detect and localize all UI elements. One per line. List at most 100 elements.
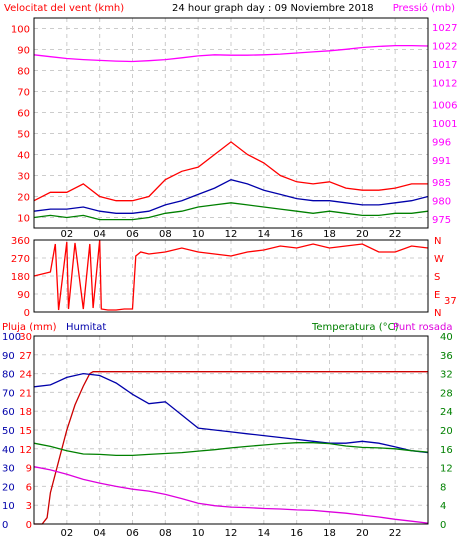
direction-y-tick-label: 360 bbox=[11, 236, 30, 247]
series-line-1 bbox=[33, 141, 428, 202]
rain-y-tick-label: 30 bbox=[19, 332, 32, 343]
humidity-y-tick-label: 50 bbox=[2, 426, 15, 437]
rain-y-tick-label: 24 bbox=[19, 370, 32, 381]
compass-tick-label: E bbox=[434, 290, 440, 301]
humidity-y-tick-label: 0 bbox=[2, 520, 8, 531]
x-tick-label: 18 bbox=[323, 229, 336, 240]
pressure-y-tick-label: 1022 bbox=[432, 42, 457, 53]
x-tick-label: 16 bbox=[290, 528, 303, 539]
pressure-y-tick-label: 1012 bbox=[432, 78, 457, 89]
x-tick-label: 08 bbox=[159, 528, 172, 539]
direction-panel-frame bbox=[33, 239, 429, 313]
pressure-y-tick-label: 1017 bbox=[432, 60, 457, 71]
rain-y-tick-label: 9 bbox=[26, 464, 32, 475]
humidity-y-tick-label: 70 bbox=[2, 388, 15, 399]
rain-y-tick-label: 15 bbox=[19, 426, 32, 437]
wind-panel-frame bbox=[33, 17, 429, 229]
pressure-axis-title: Pressió (mb) bbox=[393, 2, 455, 14]
humidity-y-tick-label: 40 bbox=[2, 445, 15, 456]
direction-y-tick-label: 180 bbox=[11, 272, 30, 283]
wind-y-tick-label: 60 bbox=[17, 109, 30, 120]
rain-y-tick-label: 0 bbox=[26, 520, 32, 531]
x-tick-label: 10 bbox=[192, 528, 205, 539]
x-tick-label: 10 bbox=[192, 229, 205, 240]
pressure-y-tick-label: 991 bbox=[432, 156, 451, 167]
dewpoint-axis-title: Punt rosada bbox=[393, 322, 452, 333]
wind-y-tick-label: 30 bbox=[17, 172, 30, 183]
weather-line-2 bbox=[33, 442, 429, 457]
x-tick-label: 22 bbox=[389, 229, 402, 240]
temperature-y-tick-label: 16 bbox=[440, 445, 453, 456]
rain-y-tick-label: 3 bbox=[26, 501, 32, 512]
x-tick-label: 12 bbox=[225, 528, 238, 539]
temperature-y-tick-label: 8 bbox=[440, 482, 446, 493]
compass-tick-label: S bbox=[434, 272, 440, 283]
pressure-y-tick-label: 975 bbox=[432, 215, 451, 226]
temperature-y-tick-label: 24 bbox=[440, 407, 453, 418]
chart-title: 24 hour graph day : 09 Noviembre 2018 bbox=[172, 3, 374, 14]
rain-y-tick-label: 6 bbox=[26, 482, 32, 493]
rain-y-tick-label: 12 bbox=[19, 445, 32, 456]
wind-y-tick-label: 40 bbox=[17, 151, 30, 162]
wind-y-tick-label: 90 bbox=[17, 46, 30, 57]
wind-y-tick-label: 10 bbox=[17, 214, 30, 225]
wind-y-tick-label: 80 bbox=[17, 67, 30, 78]
rain-panel-frame bbox=[33, 335, 429, 525]
x-tick-label: 14 bbox=[257, 229, 270, 240]
temperature-y-tick-label: 28 bbox=[440, 388, 453, 399]
compass-tick-label: W bbox=[434, 254, 444, 265]
x-tick-label: 06 bbox=[126, 528, 139, 539]
pressure-y-tick-label: 1027 bbox=[432, 23, 457, 34]
wind-pressure-panel: Velocitat del vent (kmh) 24 hour graph d… bbox=[4, 2, 457, 240]
rain-humidity-temp-panel: Pluja (mm) Humitat Temperatura (°C) Punt… bbox=[2, 322, 453, 539]
compass-tick-label: N bbox=[434, 308, 441, 319]
pressure-y-tick-label: 985 bbox=[432, 178, 451, 189]
humidity-y-tick-label: 60 bbox=[2, 407, 15, 418]
humidity-axis-title: Humitat bbox=[66, 322, 106, 333]
x-tick-label: 02 bbox=[60, 528, 73, 539]
rain-y-tick-label: 27 bbox=[19, 351, 32, 362]
humidity-y-tick-label: 30 bbox=[2, 464, 15, 475]
wind-axis-title: Velocitat del vent (kmh) bbox=[4, 3, 124, 14]
weather-line-1 bbox=[33, 372, 429, 454]
x-tick-label: 04 bbox=[93, 229, 106, 240]
x-tick-label: 02 bbox=[60, 229, 73, 240]
x-tick-label: 18 bbox=[323, 528, 336, 539]
x-tick-label: 14 bbox=[257, 528, 270, 539]
x-tick-label: 16 bbox=[290, 229, 303, 240]
temperature-y-tick-label: 4 bbox=[440, 501, 446, 512]
compass-tick-label: N bbox=[434, 236, 441, 247]
series-line-2 bbox=[33, 179, 429, 214]
pressure-y-tick-label: 996 bbox=[432, 137, 451, 148]
wind-y-tick-label: 70 bbox=[17, 88, 30, 99]
humidity-y-tick-label: 100 bbox=[2, 332, 21, 343]
direction-y-tick-label: 270 bbox=[11, 254, 30, 265]
humidity-y-tick-label: 20 bbox=[2, 482, 15, 493]
temperature-y-tick-label: 20 bbox=[440, 426, 453, 437]
direction-line-0 bbox=[33, 239, 429, 311]
temperature-y-tick-label: 36 bbox=[440, 351, 453, 362]
direction-y-tick-label: 0 bbox=[24, 308, 30, 319]
rain-axis-title: Pluja (mm) bbox=[2, 322, 57, 333]
weather-line-0 bbox=[34, 371, 428, 525]
x-tick-label: 04 bbox=[93, 528, 106, 539]
x-tick-label: 20 bbox=[356, 229, 369, 240]
temperature-y-tick-label: 0 bbox=[440, 520, 446, 531]
direction-current-value: 37 bbox=[444, 296, 457, 307]
humidity-y-tick-label: 10 bbox=[2, 501, 15, 512]
series-line-3 bbox=[33, 202, 429, 221]
x-tick-label: 08 bbox=[159, 229, 172, 240]
wind-y-tick-label: 20 bbox=[17, 193, 30, 204]
rain-y-tick-label: 18 bbox=[19, 407, 32, 418]
temperature-axis-title: Temperatura (°C) bbox=[311, 322, 399, 333]
x-tick-label: 12 bbox=[225, 229, 238, 240]
wind-y-tick-label: 100 bbox=[11, 25, 30, 36]
pressure-y-tick-label: 1001 bbox=[432, 119, 457, 130]
x-tick-label: 20 bbox=[356, 528, 369, 539]
series-line-0 bbox=[33, 44, 429, 63]
temperature-y-tick-label: 40 bbox=[440, 332, 453, 343]
pressure-y-tick-label: 1006 bbox=[432, 101, 457, 112]
direction-y-tick-label: 90 bbox=[17, 290, 30, 301]
wind-y-tick-label: 50 bbox=[17, 130, 30, 141]
